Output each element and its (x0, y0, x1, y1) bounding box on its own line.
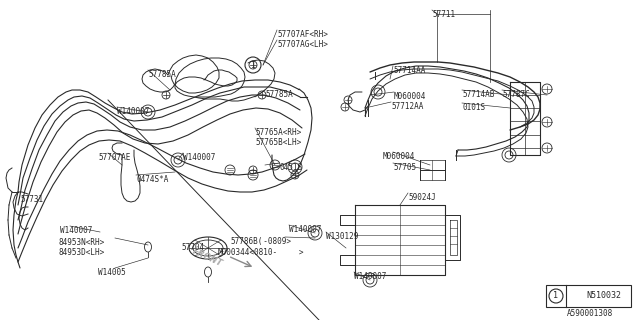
Text: 0101S: 0101S (462, 103, 485, 112)
Text: 59024J: 59024J (408, 193, 436, 202)
Text: 84953D<LH>: 84953D<LH> (58, 248, 104, 257)
Text: M060004: M060004 (383, 152, 415, 161)
Text: 57707AE: 57707AE (98, 153, 131, 162)
Text: A590001308: A590001308 (567, 309, 613, 318)
Text: 0451S: 0451S (279, 163, 302, 172)
Text: 57711: 57711 (432, 10, 455, 19)
Text: 57765A<RH>: 57765A<RH> (255, 128, 301, 137)
Text: M000344<0810-: M000344<0810- (218, 248, 278, 257)
Text: 1: 1 (554, 292, 559, 300)
Text: 57714AA: 57714AA (393, 66, 426, 75)
Text: 1: 1 (250, 60, 255, 69)
Text: 57785A: 57785A (265, 90, 292, 99)
Text: W130129: W130129 (326, 232, 358, 241)
Text: 57785A: 57785A (148, 70, 176, 79)
Text: W140007: W140007 (117, 107, 149, 116)
Text: FRONT: FRONT (191, 247, 224, 269)
Text: -0809>: -0809> (254, 237, 291, 246)
Text: W14005: W14005 (98, 268, 125, 277)
Text: >: > (285, 248, 303, 257)
Text: 57705: 57705 (393, 163, 416, 172)
Text: 57787C: 57787C (502, 90, 530, 99)
Text: 57707AF<RH>: 57707AF<RH> (277, 30, 328, 39)
Text: 57707AG<LH>: 57707AG<LH> (277, 40, 328, 49)
Text: W140007: W140007 (60, 226, 92, 235)
Text: 57704: 57704 (181, 243, 204, 252)
Text: 57731: 57731 (20, 195, 43, 204)
Text: 57786B(: 57786B( (230, 237, 262, 246)
Text: 0474S*A: 0474S*A (136, 175, 168, 184)
Bar (546, 285, 631, 307)
Text: N510032: N510032 (586, 292, 621, 300)
Text: 84953N<RH>: 84953N<RH> (58, 238, 104, 247)
Text: 57765B<LH>: 57765B<LH> (255, 138, 301, 147)
Text: W140007: W140007 (289, 225, 321, 234)
Text: W140007: W140007 (183, 153, 216, 162)
Text: W140007: W140007 (354, 272, 387, 281)
Text: 57714AB: 57714AB (462, 90, 494, 99)
Text: M060004: M060004 (394, 92, 426, 101)
Text: 57712AA: 57712AA (391, 102, 424, 111)
